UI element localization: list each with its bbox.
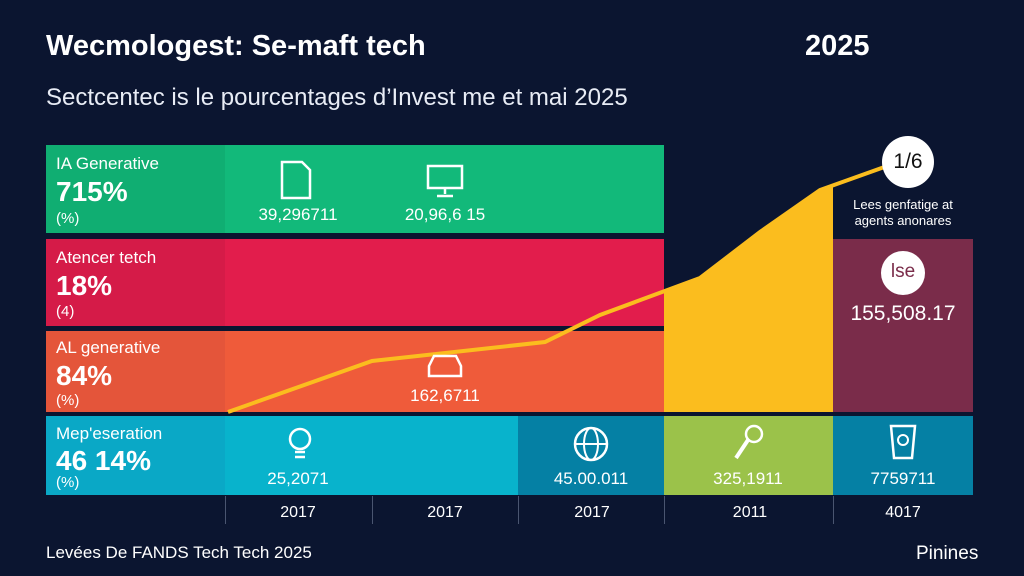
- cell-value: 20,96,6 15: [404, 205, 486, 224]
- year-label: 2017: [280, 504, 316, 521]
- header-year: 2025: [805, 30, 870, 62]
- trend-fill: [664, 186, 833, 412]
- footer-right: Pinines: [916, 543, 979, 564]
- row-percent: 715%: [56, 176, 128, 207]
- row-atencer-label-bg: [46, 239, 225, 326]
- footer-left: Levées De FANDS Tech Tech 2025: [46, 543, 312, 562]
- row-unit: (%): [56, 210, 80, 227]
- row-percent: 18%: [56, 270, 113, 301]
- box-badge-circle: [881, 251, 925, 295]
- monitor-icon: [426, 164, 464, 198]
- callout-text-line: agents anonares: [854, 213, 952, 228]
- row-ia-generative-label-bg: [46, 145, 225, 233]
- cell-teal: [833, 416, 973, 495]
- row-percent: 84%: [56, 360, 113, 391]
- axis-tick: [372, 496, 373, 524]
- row-unit: (%): [56, 392, 80, 409]
- axis-tick: [225, 496, 226, 524]
- row-label: Mep'eseration: [56, 424, 163, 443]
- axis-tick: [833, 496, 834, 524]
- axis-tick: [664, 496, 665, 524]
- lightbulb-icon: [288, 427, 312, 459]
- cell-value: 25,2071: [267, 469, 329, 488]
- document-icon: [280, 160, 312, 200]
- callout-badge: 1/6: [893, 150, 923, 173]
- year-label: 2011: [732, 504, 768, 521]
- row-label: IA Generative: [56, 154, 160, 173]
- box-value: 155,508.17: [850, 302, 956, 325]
- cell-value: 325,1911: [713, 469, 783, 488]
- car-icon: [427, 354, 463, 378]
- page-subtitle: Sectcentec is le pourcentages d’Invest m…: [46, 84, 628, 111]
- year-label: 4017: [885, 504, 921, 521]
- row-meperation-label-bg: [46, 416, 225, 495]
- trend-line: [227, 163, 891, 414]
- page-title: Wecmologest: Se-maft tech: [46, 30, 426, 62]
- row-unit: (%): [56, 474, 80, 491]
- cell-value: 45.00.011: [553, 469, 629, 488]
- cup-icon: [889, 424, 917, 460]
- row-al-generative-label-bg: [46, 331, 225, 412]
- row-label: Atencer tetch: [56, 248, 157, 267]
- callout-text-line: Lees genfatige at: [853, 197, 953, 212]
- year-label: 2017: [574, 504, 610, 521]
- row-percent: 46 14%: [56, 445, 151, 476]
- box-badge: lse: [890, 261, 916, 282]
- row-label: AL generative: [56, 338, 161, 357]
- year-label: 2017: [427, 504, 463, 521]
- badge-circle: [882, 136, 934, 188]
- row-unit: (4): [56, 303, 75, 320]
- magnifier-icon: [734, 424, 764, 460]
- globe-icon: [573, 426, 609, 462]
- cell-value: 39,296711: [258, 205, 338, 224]
- cell-value: 162,6711: [410, 386, 480, 405]
- axis-tick: [518, 496, 519, 524]
- cell-value: 7759711: [870, 469, 936, 488]
- callout-text: Lees genfatige at agents anonares: [833, 197, 973, 229]
